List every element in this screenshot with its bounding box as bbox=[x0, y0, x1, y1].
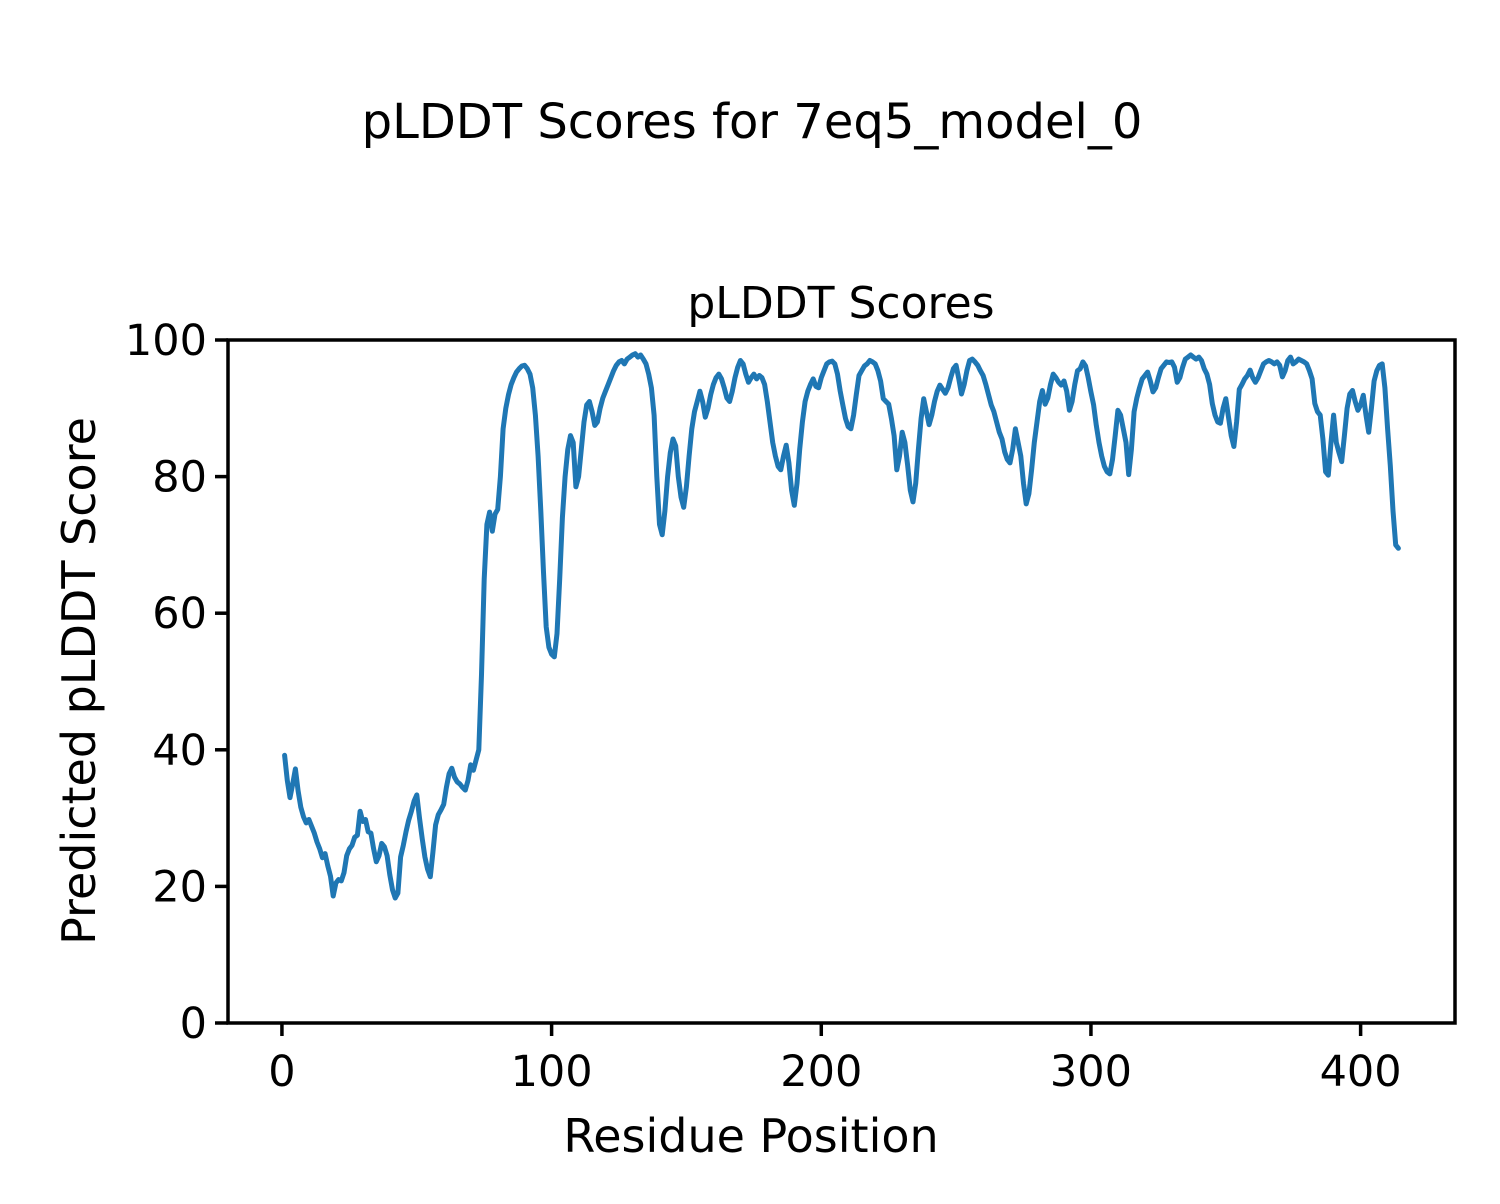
figure-title: pLDDT Scores for 7eq5_model_0 bbox=[362, 94, 1143, 150]
x-tick-label: 0 bbox=[268, 1047, 295, 1097]
x-tick-label: 100 bbox=[511, 1047, 593, 1097]
y-tick-label: 40 bbox=[152, 726, 207, 776]
y-axis-ticks: 0 20 40 60 80 100 bbox=[125, 316, 228, 1049]
x-tick-label: 200 bbox=[780, 1047, 862, 1097]
y-axis-label: Predicted pLDDT Score bbox=[52, 417, 106, 945]
x-tick-label: 400 bbox=[1320, 1047, 1402, 1097]
plddt-line-series bbox=[282, 351, 1401, 901]
y-tick-label: 80 bbox=[152, 453, 207, 503]
x-axis-label: Residue Position bbox=[563, 1109, 938, 1163]
axes-title: pLDDT Scores bbox=[687, 278, 994, 329]
x-axis-ticks: 0 100 200 300 400 bbox=[268, 1023, 1402, 1097]
y-tick-label: 0 bbox=[180, 999, 207, 1049]
y-tick-label: 100 bbox=[125, 316, 207, 366]
x-tick-label: 300 bbox=[1050, 1047, 1132, 1097]
y-tick-label: 20 bbox=[152, 862, 207, 912]
plot-border bbox=[226, 338, 1457, 1025]
y-tick-label: 60 bbox=[152, 589, 207, 639]
